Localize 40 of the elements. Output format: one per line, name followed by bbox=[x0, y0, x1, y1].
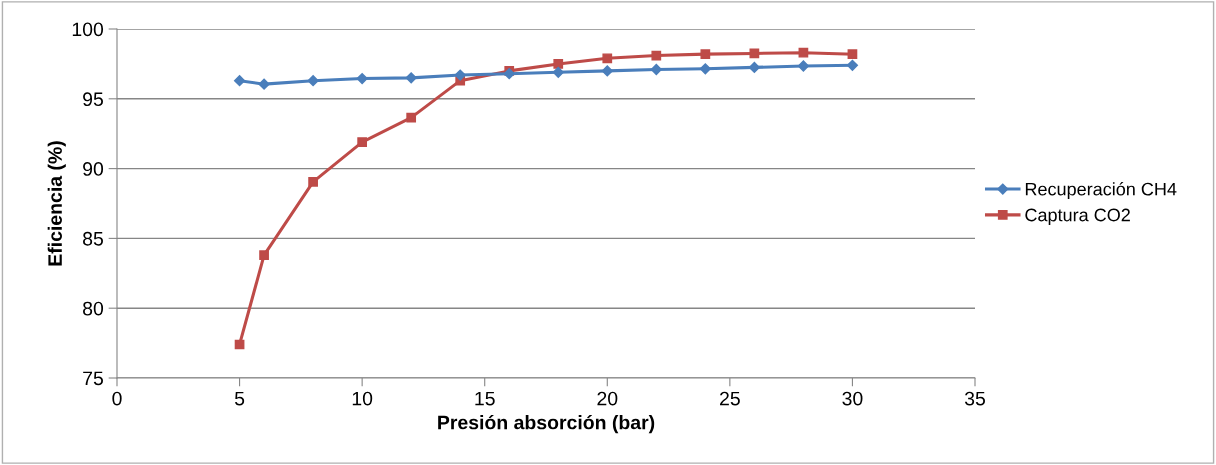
x-tick-label: 10 bbox=[352, 391, 373, 406]
point bbox=[406, 112, 417, 123]
y-tick-label: 85 bbox=[83, 231, 103, 246]
x-tick-label: 30 bbox=[842, 391, 863, 406]
point bbox=[259, 250, 269, 261]
x-tick-label: 0 bbox=[112, 391, 122, 406]
point bbox=[233, 75, 246, 87]
x-tick-label: 5 bbox=[234, 391, 245, 406]
point bbox=[651, 50, 662, 61]
point bbox=[552, 66, 564, 78]
x-tick-label: 35 bbox=[964, 391, 985, 406]
y-tick-label: 90 bbox=[83, 162, 104, 176]
y-tick-label: 80 bbox=[83, 301, 104, 316]
legend-label: Recuperación CH4 bbox=[1025, 182, 1177, 200]
point bbox=[308, 177, 318, 187]
point bbox=[699, 63, 711, 75]
point bbox=[553, 59, 564, 69]
point bbox=[503, 68, 515, 80]
point bbox=[357, 137, 368, 147]
point bbox=[650, 63, 662, 76]
point bbox=[846, 59, 859, 71]
x-axis-title: Presión absorción (bar) bbox=[438, 414, 655, 434]
point bbox=[601, 65, 613, 77]
point bbox=[356, 72, 368, 85]
point bbox=[798, 47, 809, 58]
point bbox=[307, 75, 319, 87]
y-tick-label: 95 bbox=[83, 92, 103, 107]
point bbox=[454, 69, 466, 81]
point bbox=[602, 53, 613, 64]
point bbox=[700, 49, 711, 59]
y-tick-label: 100 bbox=[72, 22, 104, 37]
point bbox=[847, 49, 858, 59]
x-tick-label: 15 bbox=[475, 391, 495, 406]
y-tick-label: 75 bbox=[83, 371, 103, 386]
point bbox=[258, 78, 270, 90]
legend-label: Captura CO2 bbox=[1025, 208, 1130, 225]
x-tick-label: 25 bbox=[720, 391, 740, 406]
point bbox=[405, 72, 417, 84]
y-axis-title: Eficiencia (%) bbox=[47, 141, 66, 266]
x-tick-label: 20 bbox=[597, 391, 618, 406]
